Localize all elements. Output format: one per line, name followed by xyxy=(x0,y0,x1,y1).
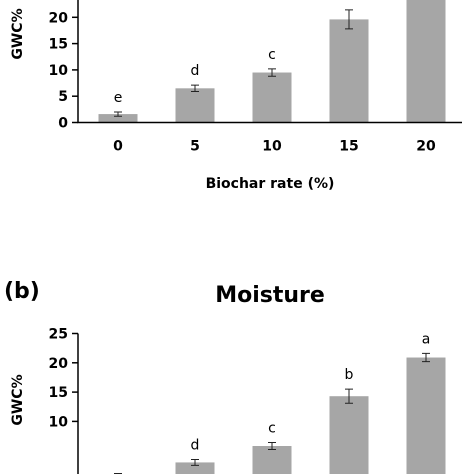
bar-0 xyxy=(98,114,138,123)
bar-20 xyxy=(406,357,446,474)
significance-label: d xyxy=(191,63,200,79)
x-tick-labels-a: 0 5 10 15 20 xyxy=(113,139,436,155)
significance-label: c xyxy=(268,420,276,436)
significance-label: e xyxy=(114,90,123,106)
axes-a xyxy=(77,0,462,124)
panel-label-b: (b) xyxy=(4,279,40,304)
y-tick-label: 20 xyxy=(49,10,69,26)
chart-title-b: Moisture xyxy=(215,283,325,308)
y-tick-label: 20 xyxy=(49,356,69,372)
y-tick-label: 15 xyxy=(49,385,68,401)
error-bar xyxy=(191,84,199,92)
y-tick-labels-a: 0 5 10 15 20 xyxy=(49,10,78,132)
y-tick-label: 5 xyxy=(58,89,68,105)
y-tick-label: 25 xyxy=(49,327,68,343)
x-tick-label: 0 xyxy=(113,139,123,155)
chart-panel-a: GWC% 0 5 10 15 20 e d c 0 5 10 15 20 Biochar rate … xyxy=(10,0,462,192)
x-tick-label: 10 xyxy=(262,139,282,155)
error-bar xyxy=(268,441,276,451)
significance-label: b xyxy=(345,367,354,383)
y-axis-title-b: GWC% xyxy=(10,374,26,425)
y-tick-label: 15 xyxy=(49,37,68,53)
bar-20 xyxy=(406,0,446,123)
y-tick-label: 10 xyxy=(49,414,69,430)
axes-b xyxy=(77,333,79,474)
y-tick-labels-b: 10 15 20 25 xyxy=(49,327,78,430)
error-bar xyxy=(345,9,353,30)
significance-label: a xyxy=(422,331,431,347)
bar-5 xyxy=(175,462,215,474)
significance-label: c xyxy=(268,47,276,63)
bars-a: e d c xyxy=(98,0,446,123)
error-bar xyxy=(422,352,430,363)
x-tick-label: 5 xyxy=(190,139,200,155)
bar-10 xyxy=(252,446,292,474)
error-bar xyxy=(345,388,353,404)
y-tick-label: 10 xyxy=(49,63,69,79)
error-bar xyxy=(114,111,122,117)
y-axis-title-a: GWC% xyxy=(10,8,26,59)
bar-15 xyxy=(329,396,369,474)
bar-10 xyxy=(252,72,292,123)
chart-panel-b: (b) Moisture GWC% 10 15 20 25 d c b a xyxy=(4,279,446,474)
bars-b: d c b a xyxy=(114,331,446,474)
bar-15 xyxy=(329,19,369,123)
significance-label: d xyxy=(191,437,200,453)
bar-5 xyxy=(175,88,215,123)
x-tick-label: 20 xyxy=(416,139,436,155)
error-bar xyxy=(268,68,276,77)
y-tick-label: 0 xyxy=(58,116,68,132)
x-tick-label: 15 xyxy=(339,139,358,155)
error-bar xyxy=(191,458,199,466)
x-axis-title-a: Biochar rate (%) xyxy=(206,176,335,192)
